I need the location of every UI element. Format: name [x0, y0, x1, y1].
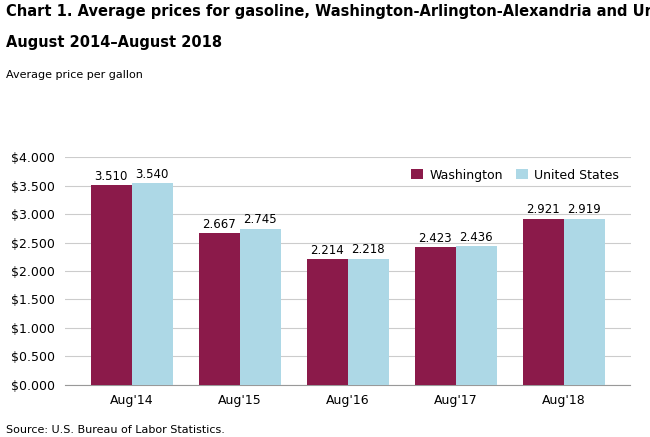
Bar [348, 259, 389, 385]
Text: 2.423: 2.423 [419, 232, 452, 245]
Text: 3.510: 3.510 [94, 170, 128, 183]
Bar [240, 229, 281, 385]
Bar [199, 233, 240, 385]
Text: August 2014–August 2018: August 2014–August 2018 [6, 35, 222, 50]
Bar [132, 184, 173, 385]
Text: Chart 1. Average prices for gasoline, Washington-Arlington-Alexandria and United: Chart 1. Average prices for gasoline, Wa… [6, 4, 650, 19]
Bar [564, 219, 604, 385]
Text: 2.667: 2.667 [202, 218, 236, 231]
Text: 2.218: 2.218 [352, 243, 385, 256]
Bar [415, 247, 456, 385]
Text: 2.745: 2.745 [244, 213, 277, 226]
Text: 2.921: 2.921 [526, 203, 560, 216]
Text: 3.540: 3.540 [136, 168, 169, 181]
Legend: Washington, United States: Washington, United States [406, 163, 624, 187]
Bar [91, 185, 132, 385]
Text: 2.919: 2.919 [567, 204, 601, 216]
Text: 2.436: 2.436 [460, 231, 493, 244]
Bar [307, 259, 348, 385]
Bar [523, 218, 564, 385]
Text: Source: U.S. Bureau of Labor Statistics.: Source: U.S. Bureau of Labor Statistics. [6, 425, 226, 435]
Text: Average price per gallon: Average price per gallon [6, 70, 144, 80]
Text: 2.214: 2.214 [310, 243, 344, 257]
Bar [456, 246, 497, 385]
